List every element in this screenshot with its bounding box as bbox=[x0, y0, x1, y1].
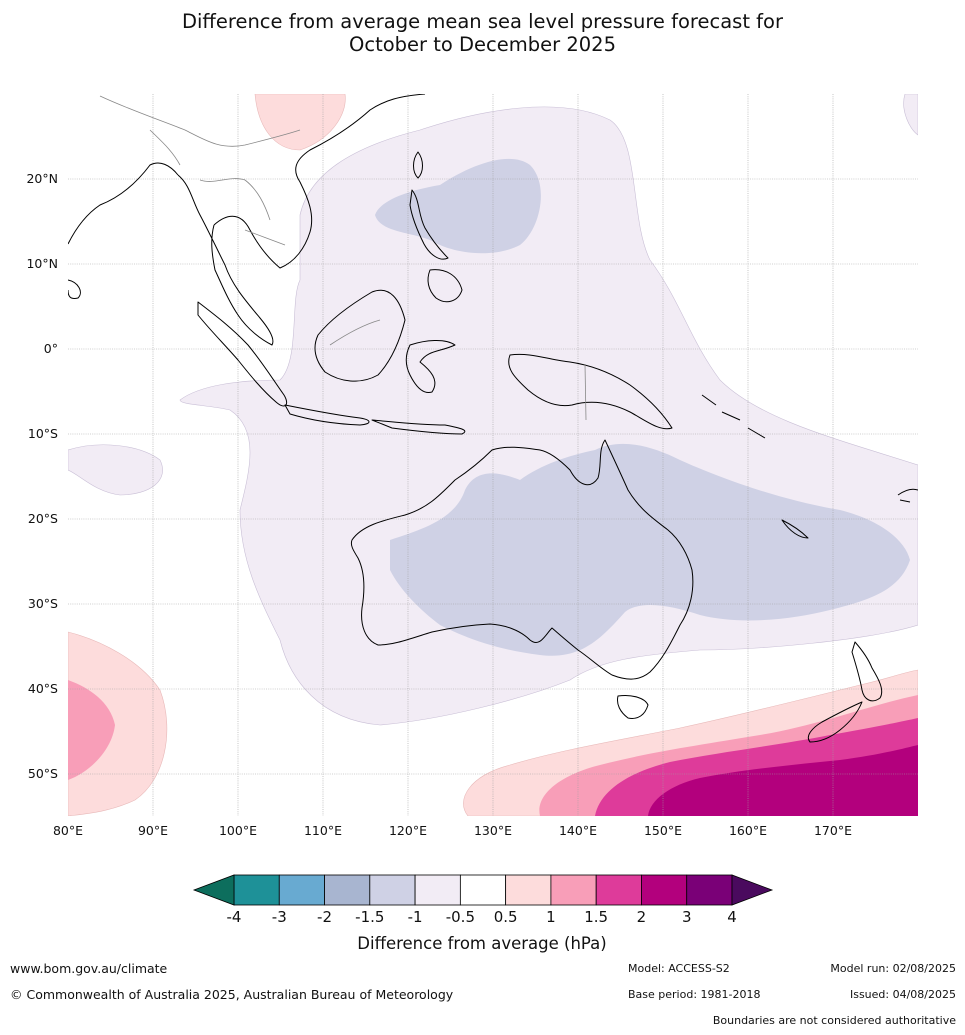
coast-luzon bbox=[409, 189, 449, 260]
lon-label-110e: 110°E bbox=[304, 823, 342, 838]
region-indian-ocean-positive-moderate bbox=[68, 680, 115, 780]
map-title-line-2: October to December 2025 bbox=[349, 33, 616, 56]
lat-label-50s: 50°S bbox=[28, 766, 58, 781]
footer-issued: Issued: 04/08/2025 bbox=[849, 988, 956, 1001]
region-indian-ocean-positive-weak bbox=[68, 631, 168, 816]
coast-new-guinea bbox=[508, 353, 673, 430]
coast-new-zealand-south bbox=[807, 701, 863, 743]
latitude-labels: 20°N 10°N 0° 10°S 20°S 30°S 40°S 50°S bbox=[26, 171, 58, 781]
longitude-labels: 80°E 90°E 100°E 110°E 120°E 130°E 140°E … bbox=[53, 823, 852, 838]
colorbar-tick-label: -1.5 bbox=[355, 908, 384, 926]
coast-india bbox=[68, 162, 179, 245]
country-borders bbox=[99, 95, 587, 421]
coast-new-caledonia bbox=[781, 519, 809, 539]
footer-disclaimer: Boundaries are not considered authoritat… bbox=[712, 1014, 956, 1027]
lon-label-140e: 140°E bbox=[559, 823, 597, 838]
border-png bbox=[584, 363, 587, 421]
lon-label-100e: 100°E bbox=[219, 823, 257, 838]
colorbar-tick-label: 3 bbox=[682, 908, 692, 926]
lon-label-80e: 80°E bbox=[53, 823, 83, 838]
map-gridlines bbox=[68, 94, 918, 816]
colorbar-tick-label: -3 bbox=[272, 908, 287, 926]
lon-label-90e: 90°E bbox=[138, 823, 168, 838]
lon-label-130e: 130°E bbox=[474, 823, 512, 838]
colorbar-swatch bbox=[641, 874, 688, 906]
lat-label-30s: 30°S bbox=[28, 596, 58, 611]
colorbar: -4 -3 -2 -1.5 -1 -0.5 0.5 1 1.5 2 3 4 bbox=[192, 874, 774, 926]
footer-model-run: Model run: 02/08/2025 bbox=[830, 962, 956, 975]
coast-new-zealand-north bbox=[851, 641, 883, 702]
lat-label-40s: 40°S bbox=[28, 681, 58, 696]
coast-tasmania bbox=[617, 695, 649, 719]
coast-mindanao bbox=[427, 269, 463, 303]
colorbar-swatch bbox=[324, 874, 371, 906]
colorbar-swatch bbox=[233, 874, 280, 906]
colorbar-high-extend bbox=[731, 874, 774, 906]
footer-website[interactable]: www.bom.gov.au/climate bbox=[10, 961, 168, 976]
region-southern-ocean-positive-2 bbox=[648, 745, 918, 816]
region-australia-negative bbox=[390, 443, 910, 656]
border-china-north bbox=[99, 95, 301, 147]
footer-base-period: Base period: 1981-2018 bbox=[628, 988, 761, 1001]
lat-label-10n: 10°N bbox=[26, 256, 58, 271]
colorbar-tick-label: -4 bbox=[227, 908, 242, 926]
map-title: Difference from average mean sea level p… bbox=[0, 10, 965, 56]
lat-label-20s: 20°S bbox=[28, 511, 58, 526]
colorbar-swatch bbox=[278, 874, 325, 906]
colorbar-swatch bbox=[505, 874, 552, 906]
colorbar-tick-label: 2 bbox=[637, 908, 647, 926]
colorbar-swatch bbox=[459, 874, 507, 906]
map-title-line-1: Difference from average mean sea level p… bbox=[182, 10, 783, 33]
colorbar-swatch bbox=[595, 874, 642, 906]
coast-solomon-islands bbox=[701, 394, 766, 439]
coast-sulawesi bbox=[405, 340, 456, 394]
lon-label-160e: 160°E bbox=[729, 823, 767, 838]
border-borneo bbox=[329, 319, 381, 346]
map-plot-area bbox=[68, 94, 918, 816]
footer-copyright: © Commonwealth of Australia 2025, Austra… bbox=[10, 987, 454, 1002]
coast-malay-peninsula bbox=[177, 174, 274, 346]
coast-fiji bbox=[897, 488, 918, 503]
coastlines bbox=[68, 94, 918, 743]
coast-taiwan bbox=[413, 151, 423, 179]
coast-borneo bbox=[314, 289, 406, 382]
region-northeast-corner-weak-negative bbox=[903, 94, 918, 136]
coast-sri-lanka bbox=[68, 279, 81, 299]
colorbar-low-extend bbox=[192, 874, 235, 906]
colorbar-tick-label: -0.5 bbox=[446, 908, 475, 926]
region-philippine-sea-negative bbox=[375, 158, 541, 254]
colorbar-title: Difference from average (hPa) bbox=[357, 934, 606, 953]
lat-label-0: 0° bbox=[44, 341, 58, 356]
colorbar-swatch bbox=[414, 874, 461, 906]
colorbar-tick-label: 4 bbox=[727, 908, 737, 926]
footer-model: Model: ACCESS-S2 bbox=[628, 962, 730, 975]
lat-label-20n: 20°N bbox=[26, 171, 58, 186]
colorbar-swatch bbox=[369, 874, 416, 906]
border-mainland-asia bbox=[149, 129, 286, 246]
colorbar-tick-label: 0.5 bbox=[494, 908, 518, 926]
lon-label-120e: 120°E bbox=[389, 823, 427, 838]
lon-label-150e: 150°E bbox=[644, 823, 682, 838]
lat-label-10s: 10°S bbox=[28, 426, 58, 441]
coast-java bbox=[284, 404, 370, 426]
colorbar-swatch bbox=[686, 874, 733, 906]
coast-australia bbox=[350, 439, 694, 680]
colorbar-tick-label: -1 bbox=[408, 908, 423, 926]
coast-indochina bbox=[213, 94, 426, 269]
colorbar-tick-label: 1 bbox=[546, 908, 556, 926]
colorbar-tick-label: 1.5 bbox=[584, 908, 608, 926]
region-indian-ocean-weak-negative bbox=[68, 444, 163, 496]
colorbar-tick-label: -2 bbox=[317, 908, 332, 926]
colorbar-swatch bbox=[550, 874, 597, 906]
coast-lesser-sunda bbox=[371, 419, 466, 435]
lon-label-170e: 170°E bbox=[814, 823, 852, 838]
